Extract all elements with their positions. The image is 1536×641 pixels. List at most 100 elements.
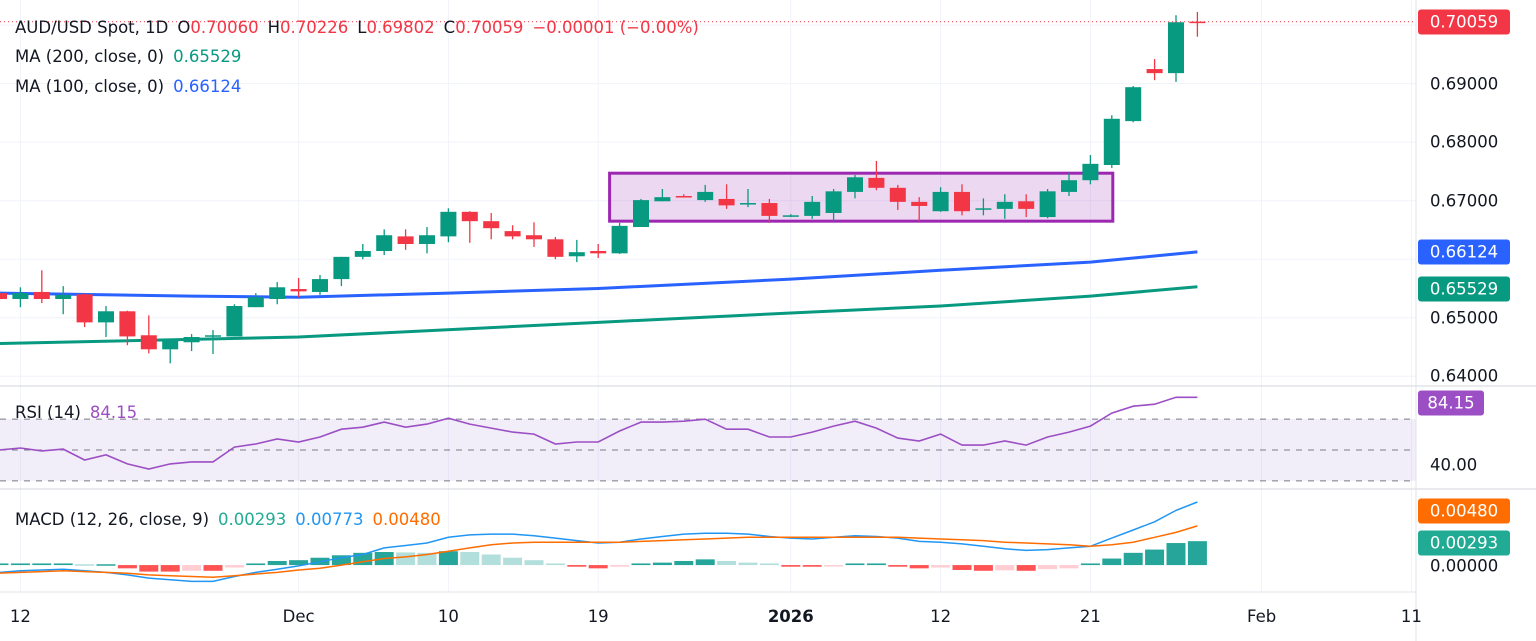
change-value: −0.00001 (−0.00%) — [532, 18, 699, 37]
candle-body — [697, 191, 714, 201]
high-label: H — [267, 18, 280, 37]
candle-body — [1146, 69, 1163, 74]
candle-body — [333, 256, 350, 280]
main-legend: AUD/USD Spot, 1D O0.70060 H0.70226 L0.69802… — [15, 18, 699, 38]
candle — [119, 310, 136, 346]
candle-body — [504, 231, 521, 237]
candle — [183, 334, 200, 352]
candle-body — [547, 239, 564, 257]
candle-body — [226, 306, 243, 337]
macd-histogram-bar — [1187, 541, 1207, 566]
rsi-line — [0, 396, 1198, 470]
candle-body — [975, 208, 992, 210]
candle-body — [611, 225, 628, 254]
macd-legend[interactable]: MACD (12, 26, close, 9) 0.00293 0.00773 0.0… — [15, 510, 441, 530]
candle — [312, 275, 328, 295]
time-axis-tick: 19 — [587, 607, 609, 626]
candle-body — [33, 291, 50, 299]
macd-line-value: 0.00773 — [295, 510, 364, 529]
macd-pane — [0, 501, 1207, 583]
macd-hist-badge: 0.00293 — [1418, 530, 1510, 556]
candle — [333, 256, 350, 287]
ma200-legend[interactable]: MA (200, close, 0) 0.65529 — [15, 47, 241, 67]
macd-histogram-bar — [1059, 565, 1079, 569]
candle — [611, 222, 628, 254]
candle-body — [76, 294, 93, 323]
macd-histogram-bar — [75, 564, 95, 566]
open-label: O — [177, 18, 191, 37]
symbol-label[interactable]: AUD/USD Spot, 1D — [15, 18, 169, 37]
macd-histogram-bar — [524, 560, 544, 566]
candle — [782, 214, 799, 218]
candle — [226, 304, 243, 337]
candle-body — [419, 235, 435, 244]
candle-body — [1018, 201, 1035, 209]
macd-histogram-bar — [652, 562, 672, 566]
candle-body — [954, 191, 970, 212]
macd-histogram-bar — [738, 562, 758, 566]
candle — [911, 197, 928, 222]
ma200-line — [0, 285, 1198, 345]
candle-body — [932, 191, 949, 212]
close-label: C — [443, 18, 456, 37]
macd-histogram-bar — [973, 565, 993, 571]
macd-histogram-bar — [1016, 565, 1036, 571]
open-value: 0.70060 — [190, 18, 259, 37]
candle — [33, 270, 50, 304]
rsi-legend[interactable]: RSI (14) 84.15 — [15, 403, 137, 423]
close-value: 0.70059 — [455, 18, 524, 37]
macd-histogram-bar — [1145, 549, 1165, 566]
macd-signal-line — [0, 525, 1198, 579]
candle-body — [868, 177, 885, 188]
macd-histogram-bar — [331, 555, 351, 566]
candle — [847, 174, 863, 199]
candle-body — [461, 211, 478, 222]
macd-histogram-bar — [610, 565, 630, 567]
macd-histogram-bar — [246, 563, 266, 566]
candle — [0, 293, 7, 299]
macd-histogram-bar — [588, 565, 608, 569]
macd-histogram-bar — [460, 552, 480, 566]
candle — [868, 160, 885, 191]
macd-histogram-bar — [438, 551, 458, 566]
candle-body — [847, 177, 863, 192]
macd-histogram-bar — [117, 565, 137, 569]
candle — [461, 211, 478, 243]
time-axis-tick: Feb — [1246, 607, 1277, 626]
macd-histogram-bar — [417, 552, 437, 566]
macd-histogram-bar — [267, 560, 287, 566]
ma100-label: MA (100, close, 0) — [15, 77, 165, 96]
candle-body — [911, 201, 928, 206]
candle-body — [183, 337, 200, 343]
candle — [675, 194, 692, 198]
macd-histogram-bar — [845, 563, 865, 566]
candle-body — [1168, 22, 1184, 74]
macd-signal-value: 0.00480 — [372, 510, 441, 529]
candle — [761, 198, 778, 223]
candle-body — [1189, 21, 1206, 24]
rsi-value: 84.15 — [89, 403, 138, 422]
macd-histogram-bar — [674, 560, 694, 566]
macd-histogram-bar — [96, 564, 116, 566]
rsi-pane — [0, 396, 1416, 482]
candle-body — [590, 251, 607, 254]
candle-body — [119, 311, 136, 337]
candle — [504, 225, 521, 240]
rsi-label: RSI (14) — [15, 403, 81, 422]
candle — [1146, 59, 1163, 81]
candle — [547, 236, 564, 260]
candle-body — [1061, 180, 1077, 192]
macd-histogram-bar — [503, 557, 523, 566]
macd-histogram-bar — [1080, 563, 1100, 566]
time-axis-tick: 10 — [437, 607, 459, 626]
candle-body — [269, 287, 286, 299]
ma100-legend[interactable]: MA (100, close, 0) 0.66124 — [15, 77, 241, 97]
price-axis-tick: 0.69000 — [1430, 74, 1499, 94]
candle — [804, 196, 821, 219]
rsi-badge: 84.15 — [1418, 390, 1484, 416]
candle — [1018, 194, 1035, 218]
macd-histogram-bar — [224, 565, 244, 568]
price-axis-tick: 0.65000 — [1430, 308, 1499, 328]
macd-histogram-bar — [995, 565, 1015, 571]
